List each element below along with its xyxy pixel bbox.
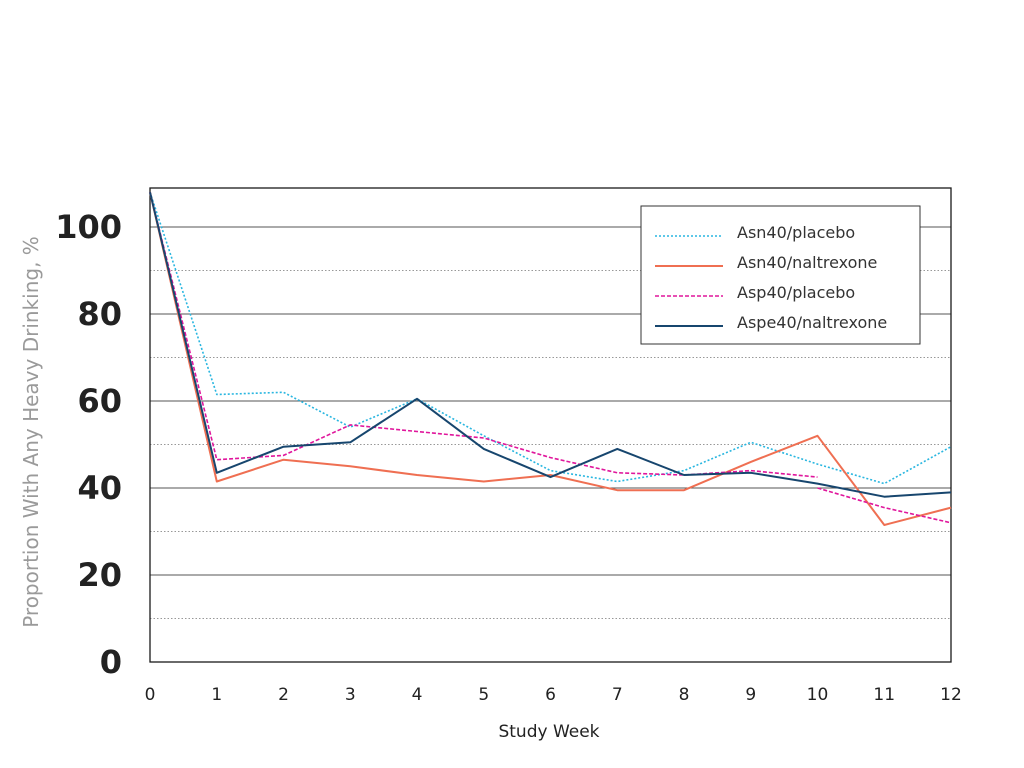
legend-label: Aspe40/naltrexone xyxy=(737,313,887,332)
series-line-1 xyxy=(149,191,952,485)
series-line-2 xyxy=(149,191,952,526)
x-tick-label: 4 xyxy=(412,685,423,705)
x-tick-label: 9 xyxy=(745,685,756,705)
y-tick-label: 20 xyxy=(77,556,122,594)
series-lines xyxy=(149,191,952,526)
x-tick-label: 3 xyxy=(345,685,356,705)
x-tick-label: 10 xyxy=(807,685,829,705)
y-tick-labels: 0 20 40 60 80 100 xyxy=(55,208,122,681)
y-tick-label: 80 xyxy=(77,295,122,333)
y-tick-label: 60 xyxy=(77,382,122,420)
legend-label: Asn40/placebo xyxy=(737,223,855,242)
x-tick-label: 7 xyxy=(612,685,623,705)
legend-items: Asn40/placebo Asn40/naltrexone Asp40/place… xyxy=(655,223,887,332)
x-axis-label: Study Week xyxy=(498,722,599,742)
x-tick-label: 8 xyxy=(679,685,690,705)
y-tick-label: 0 xyxy=(100,643,122,681)
y-axis-label: Proportion With Any Heavy Drinking, % xyxy=(19,236,43,628)
x-tick-label: 5 xyxy=(478,685,489,705)
series-line-extra-1 xyxy=(817,487,952,524)
series-line-4 xyxy=(149,191,952,498)
legend-label: Asp40/placebo xyxy=(737,283,855,302)
x-tick-labels: 0 1 2 3 4 5 6 7 8 9 10 11 12 xyxy=(145,685,962,705)
x-tick-label: 0 xyxy=(145,685,156,705)
x-tick-label: 11 xyxy=(873,685,895,705)
legend: Asn40/placebo Asn40/naltrexone Asp40/place… xyxy=(640,205,921,345)
legend-box xyxy=(640,205,921,345)
y-tick-label: 100 xyxy=(55,208,122,246)
x-tick-label: 6 xyxy=(545,685,556,705)
x-tick-label: 12 xyxy=(940,685,962,705)
x-tick-label: 2 xyxy=(278,685,289,705)
y-tick-label: 40 xyxy=(77,469,122,507)
x-tick-label: 1 xyxy=(211,685,222,705)
plot-frame xyxy=(149,187,952,663)
legend-label: Asn40/naltrexone xyxy=(737,253,877,272)
